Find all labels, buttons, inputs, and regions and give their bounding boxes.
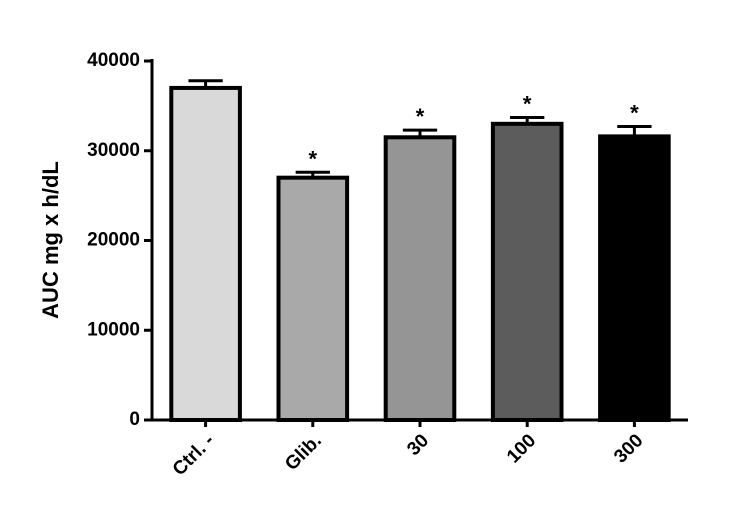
x-tick-label: 300 — [610, 430, 647, 467]
x-tick-label: 30 — [403, 430, 433, 460]
significance-mark: * — [630, 101, 639, 126]
x-tick-label: 100 — [503, 430, 540, 467]
bar — [276, 175, 350, 422]
bar — [598, 134, 671, 422]
x-tick-label: Glib. — [281, 430, 326, 475]
significance-mark: * — [416, 104, 425, 129]
bar — [490, 121, 564, 422]
bar — [169, 85, 242, 423]
bar — [383, 135, 457, 422]
y-tick-label: 40000 — [87, 50, 140, 71]
y-tick-label: 20000 — [87, 230, 140, 251]
x-tick-label: Ctrl. - — [169, 430, 219, 480]
y-tick-label: 30000 — [87, 140, 140, 161]
y-tick-label: 0 — [129, 409, 140, 430]
y-tick-label: 10000 — [87, 319, 140, 340]
significance-mark: * — [309, 146, 318, 171]
significance-mark: * — [523, 92, 532, 117]
y-axis-label: AUC mg x h/dL — [38, 161, 63, 319]
